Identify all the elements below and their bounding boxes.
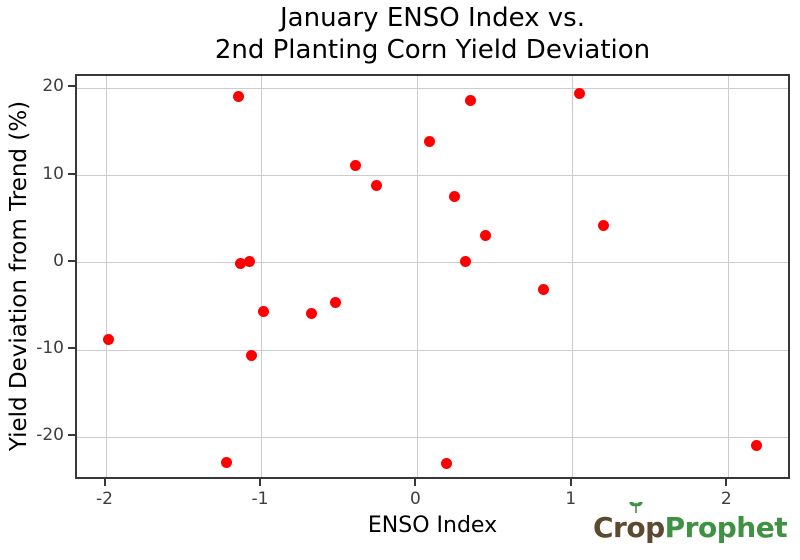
data-point <box>306 307 318 319</box>
data-point <box>371 179 383 191</box>
chart-title: January ENSO Index vs. 2nd Planting Corn… <box>75 2 790 66</box>
data-point <box>464 94 476 106</box>
x-gridline <box>106 76 108 477</box>
chart-title-line1: January ENSO Index vs. <box>280 3 585 33</box>
y-tick-label: 20 <box>42 76 64 97</box>
x-tick-mark <box>414 479 417 486</box>
y-axis-label: Yield Deviation from Trend (%) <box>6 100 32 452</box>
data-point <box>329 296 341 308</box>
data-point <box>573 87 585 99</box>
y-gridline <box>77 436 788 438</box>
y-tick-mark <box>68 347 75 350</box>
logo-prophet-text: Prophet <box>664 511 788 544</box>
x-gridline <box>261 76 263 477</box>
y-tick-mark <box>68 172 75 175</box>
y-gridline <box>77 262 788 264</box>
data-point <box>258 306 270 318</box>
data-point <box>537 284 549 296</box>
data-point <box>480 230 492 242</box>
x-tick-mark <box>569 479 572 486</box>
y-tick-label: 0 <box>53 250 64 271</box>
data-point <box>349 159 361 171</box>
logo-seed-o: o <box>626 501 646 544</box>
data-point <box>244 256 256 268</box>
chart-title-line2: 2nd Planting Corn Yield Deviation <box>214 35 651 66</box>
data-point <box>220 457 232 469</box>
cropprophet-logo: Cro pProphet <box>593 501 788 544</box>
data-point <box>449 190 461 202</box>
y-gridline <box>77 87 788 89</box>
y-gridline <box>77 349 788 351</box>
x-tick-mark <box>725 479 728 486</box>
y-tick-label: -10 <box>36 338 64 359</box>
x-gridline <box>727 76 729 477</box>
y-tick-label: -20 <box>36 425 64 446</box>
x-tick-label: -1 <box>251 489 269 509</box>
data-point <box>233 91 245 103</box>
x-tick-mark <box>103 479 106 486</box>
plot-area <box>75 74 790 479</box>
y-tick-mark <box>68 259 75 262</box>
y-tick-mark <box>68 85 75 88</box>
y-tick-label: 10 <box>42 163 64 184</box>
data-point <box>460 255 472 267</box>
x-tick-mark <box>258 479 261 486</box>
y-tick-mark <box>68 434 75 437</box>
x-axis-label: ENSO Index <box>367 513 498 538</box>
x-tick-label: -2 <box>96 489 113 509</box>
logo-crop-text: Cro p <box>593 501 665 544</box>
data-point <box>424 135 436 147</box>
data-point <box>598 219 610 231</box>
data-point <box>234 258 246 270</box>
x-tick-label: 2 <box>720 489 732 509</box>
x-tick-label: 1 <box>565 489 577 509</box>
x-tick-label: 0 <box>409 489 421 509</box>
data-point <box>245 349 257 361</box>
data-point <box>102 334 114 346</box>
data-point <box>750 439 762 451</box>
data-point <box>441 458 453 470</box>
x-gridline <box>572 76 574 477</box>
y-gridline <box>77 175 788 176</box>
x-gridline <box>416 76 418 477</box>
sprout-icon <box>628 501 643 514</box>
